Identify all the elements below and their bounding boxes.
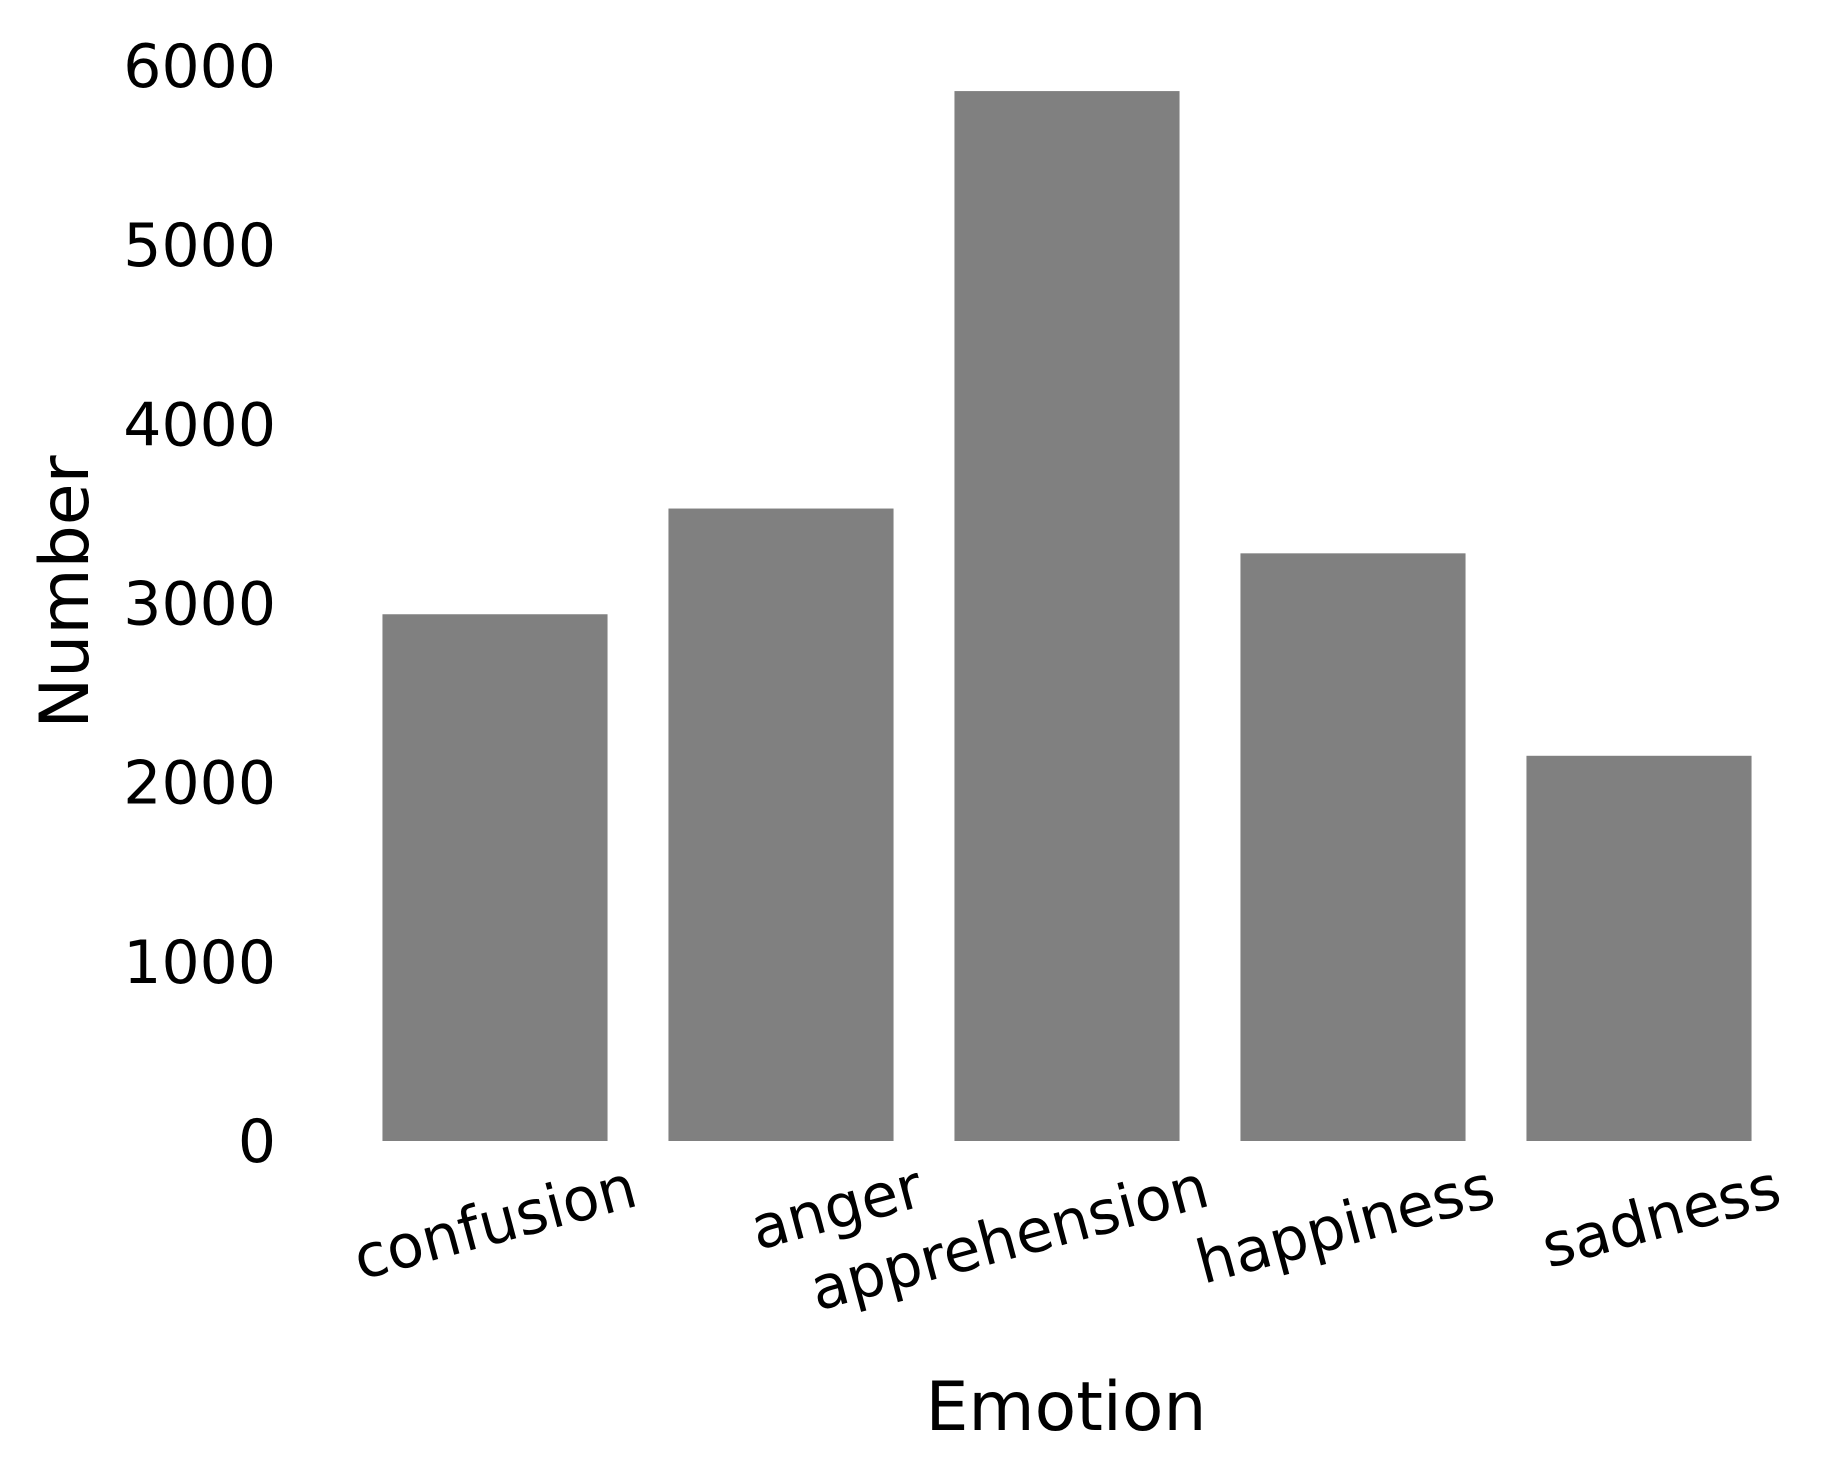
y-axis-ticks: 0 1000 2000 3000 4000 5000 6000: [123, 32, 276, 1177]
y-tick-label: 2000: [123, 749, 276, 819]
y-tick-label: 3000: [123, 570, 276, 640]
x-axis-title: Emotion: [925, 1368, 1206, 1447]
bar-happiness: [1240, 553, 1466, 1141]
x-tick-label: confusion: [346, 1152, 644, 1295]
bar-sadness: [1526, 755, 1752, 1141]
y-tick-label: 6000: [123, 32, 276, 102]
y-tick-label: 5000: [123, 211, 276, 281]
x-tick-label: sadness: [1534, 1152, 1787, 1283]
bar-anger: [668, 508, 894, 1142]
y-tick-label: 4000: [123, 390, 276, 460]
y-tick-label: 0: [238, 1107, 276, 1177]
y-tick-label: 1000: [123, 928, 276, 998]
bar-confusion: [382, 614, 608, 1141]
bar-apprehension: [954, 91, 1180, 1141]
x-tick-label: happiness: [1189, 1152, 1502, 1299]
bars-group: [382, 91, 1752, 1142]
y-axis-title: Number: [26, 455, 105, 728]
